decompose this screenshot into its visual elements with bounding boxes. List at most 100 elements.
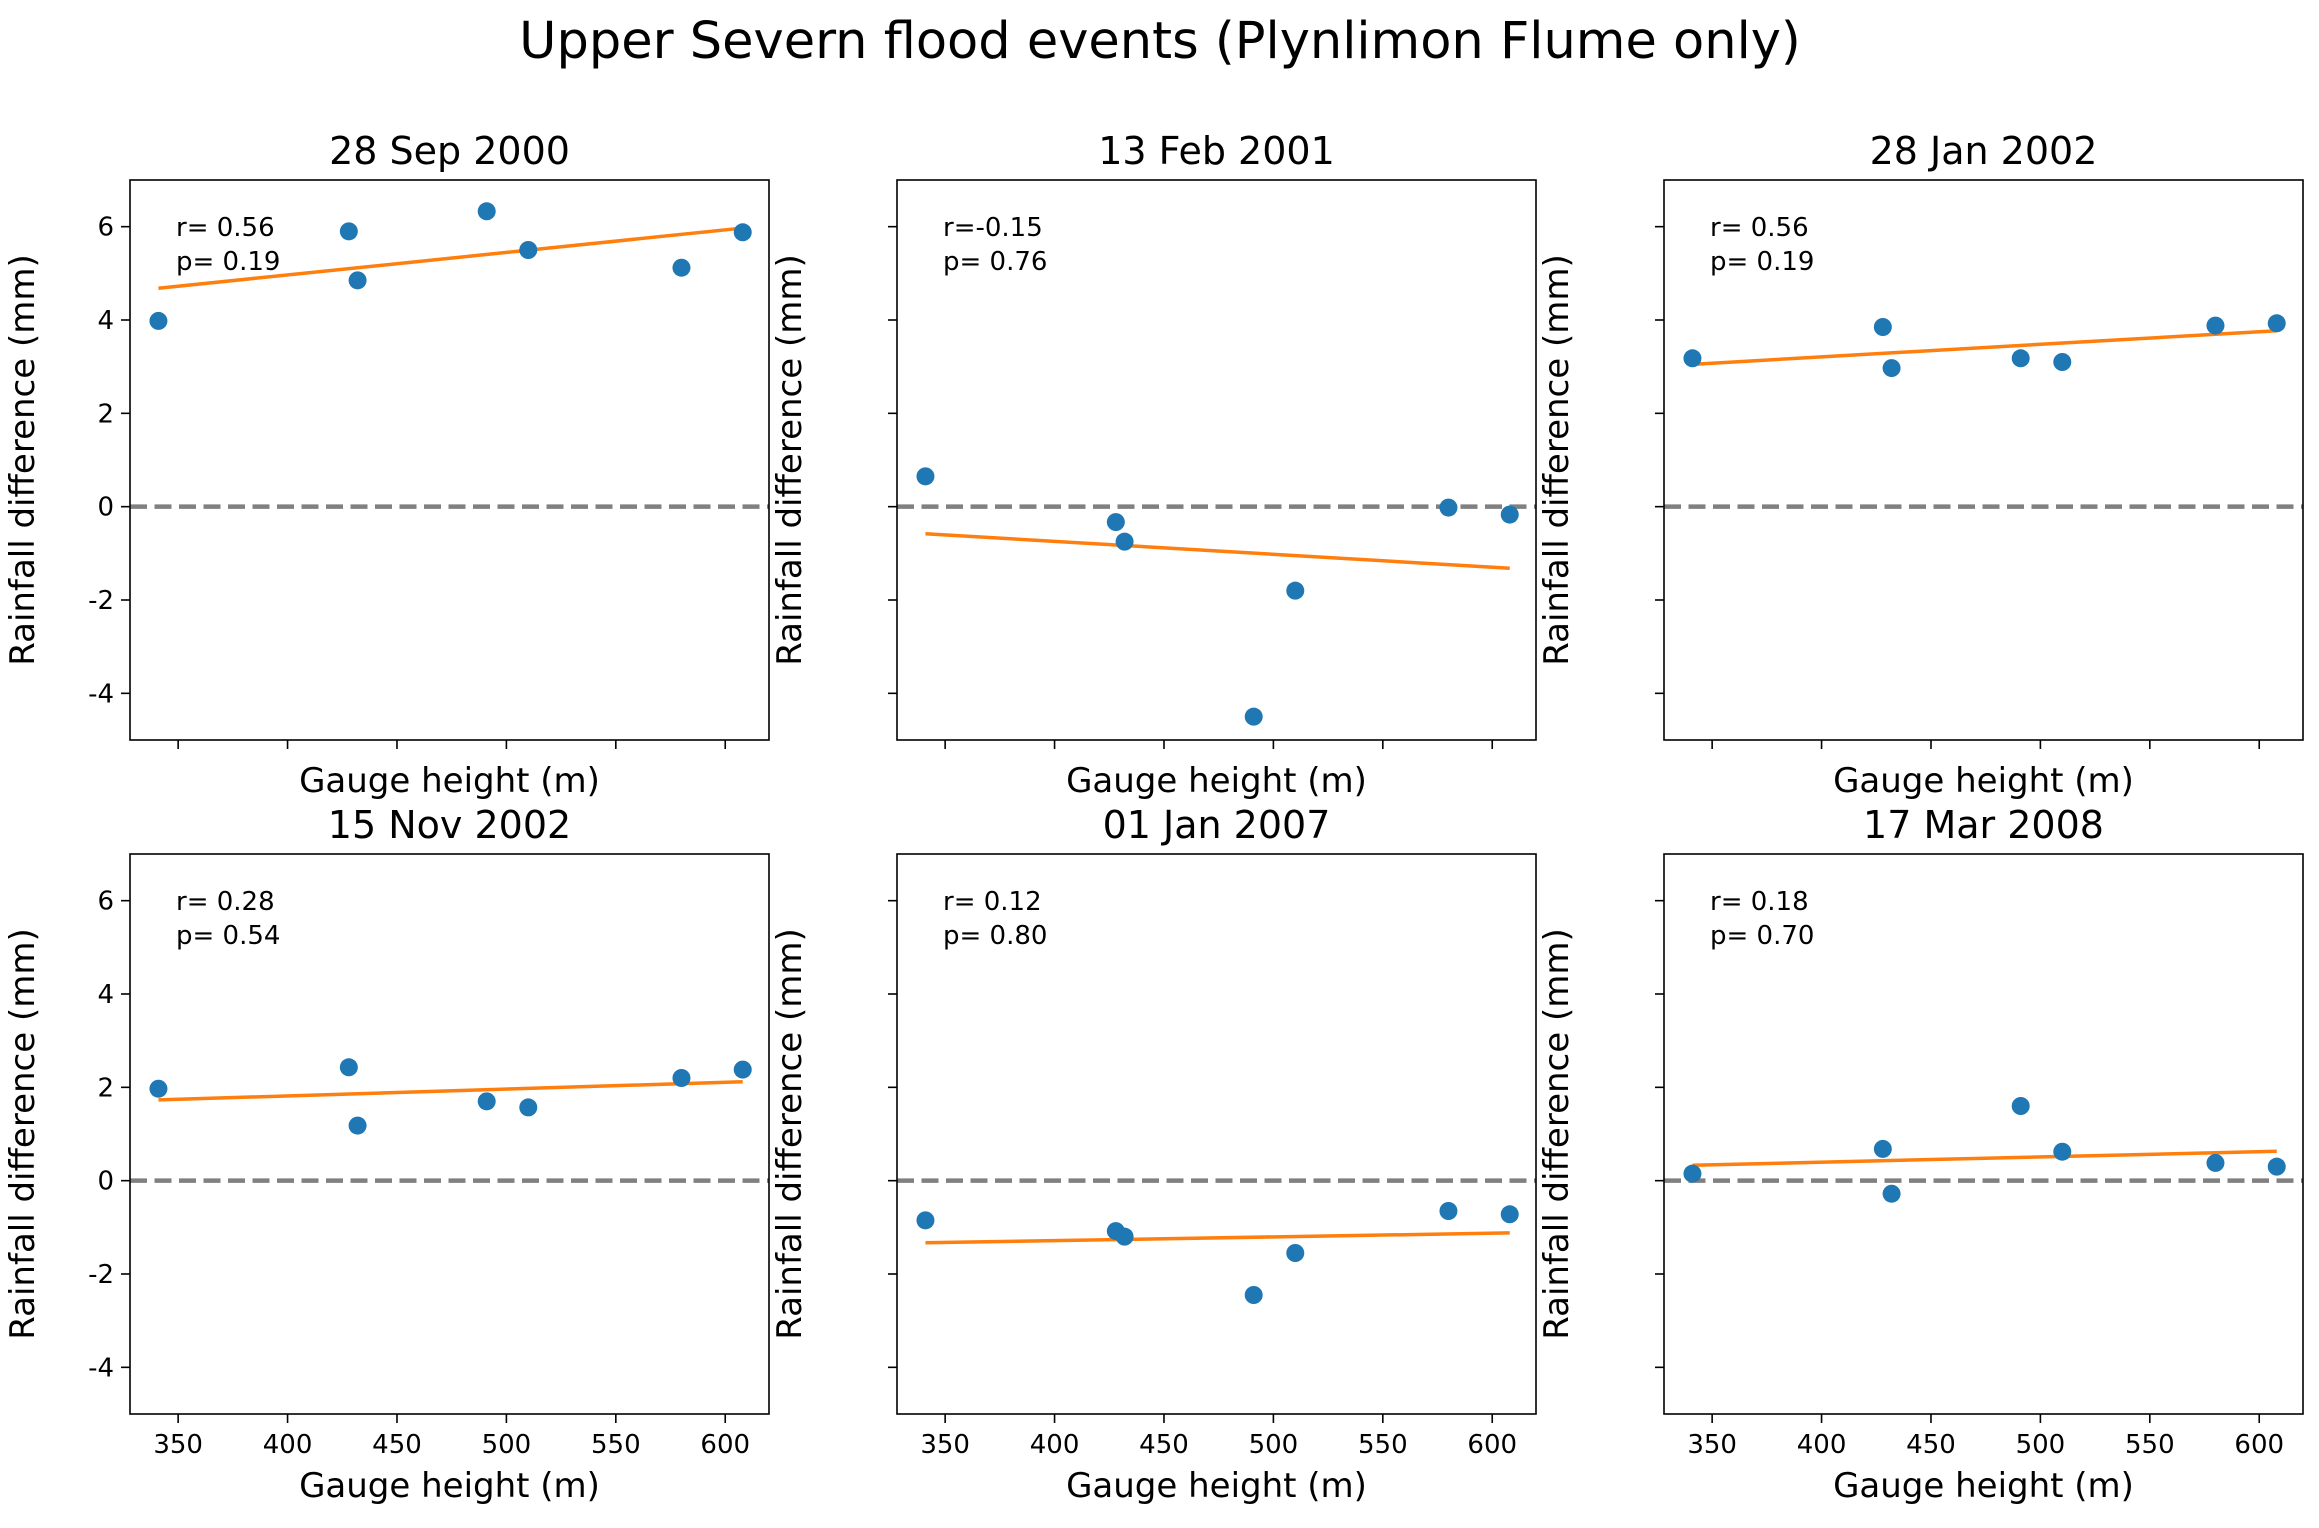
x-axis-label: Gauge height (m) [1833,1466,2134,1506]
subplot: 01 Jan 2007 350 400 450 500 550 600 Gauge heigh… [770,803,1537,1506]
data-point [2011,1097,2030,1115]
x-tick-label: 500 [1249,1430,1299,1460]
y-axis-label: Rainfall difference (mm) [1537,254,1577,665]
y-axis-label: Rainfall difference (mm) [1537,928,1577,1339]
data-point [2011,349,2030,368]
data-point [916,467,935,486]
subplot-title: 28 Sep 2000 [329,129,570,173]
y-axis-label: Rainfall difference (mm) [770,928,810,1339]
y-tick-label: 2 [97,1073,114,1103]
y-tick-label: 4 [97,306,114,336]
regression-line [1692,1149,2277,1168]
data-point [916,1211,935,1230]
subplot-title: 13 Feb 2001 [1098,129,1335,173]
x-tick-label: 450 [1139,1430,1189,1460]
axes-frame [129,853,770,1415]
regression-line [925,531,1510,571]
correlation-p-text: p= 0.19 [1710,247,1814,277]
x-tick-label: 350 [920,1430,970,1460]
data-point [149,1079,168,1098]
data-point [339,222,358,241]
y-axis-label: Rainfall difference (mm) [770,254,810,665]
x-axis-label: Gauge height (m) [1833,761,2134,801]
figure-suptitle: Upper Severn flood events (Plynlimon Flu… [519,12,1801,71]
correlation-r-text: r= 0.28 [176,887,275,917]
data-point [1882,1184,1901,1203]
x-axis-label: Gauge height (m) [1066,761,1367,801]
data-point [672,258,691,277]
correlation-p-text: p= 0.76 [943,247,1047,277]
x-tick-label: 600 [700,1430,750,1460]
data-point [1286,581,1305,600]
data-point [477,1092,496,1111]
data-point [1439,498,1458,517]
x-axis-label: Gauge height (m) [299,761,600,801]
data-point [339,1058,358,1077]
x-tick-label: 500 [482,1430,532,1460]
x-tick-label: 400 [263,1430,313,1460]
data-point [2206,1153,2225,1172]
x-tick-label: 600 [1467,1430,1517,1460]
subplot: 15 Nov 2002 350 400 450 500 550 600 -4 -2 0 2 4 6 Gau… [3,803,770,1506]
regression-line [158,1079,743,1102]
data-point [733,1060,752,1079]
correlation-r-text: r= 0.18 [1710,887,1809,917]
x-tick-label: 550 [2125,1430,2175,1460]
subplot: 28 Jan 2002 Gauge height (m) Rainfall diff… [1537,129,2304,801]
data-point [477,202,496,221]
axes-frame [129,179,770,741]
subplot: 13 Feb 2001 Gauge height (m) Rainfall diff… [770,129,1537,801]
data-point [1500,1205,1519,1224]
data-point [1500,505,1519,524]
subplot-title: 01 Jan 2007 [1103,803,1331,847]
data-point [1244,1286,1263,1304]
axes-frame [1663,853,2304,1415]
y-tick-label: -4 [88,1353,114,1383]
correlation-p-text: p= 0.70 [1710,921,1814,951]
data-point [1115,1227,1134,1246]
y-tick-label: 6 [97,213,114,243]
x-axis-label: Gauge height (m) [1066,1466,1367,1506]
x-tick-label: 550 [591,1430,641,1460]
y-tick-label: -2 [88,586,114,616]
correlation-r-text: r= 0.56 [1710,213,1809,243]
data-point [1882,359,1901,378]
data-point [1683,349,1702,368]
y-tick-label: -2 [88,1260,114,1290]
correlation-p-text: p= 0.19 [176,247,280,277]
data-point [1244,707,1263,726]
axes-frame [896,853,1537,1415]
subplot-title: 17 Mar 2008 [1863,803,2104,847]
y-tick-label: 6 [97,887,114,917]
data-point [2053,1142,2072,1161]
y-axis-label: Rainfall difference (mm) [3,254,43,665]
data-point [348,1116,367,1135]
data-point [519,241,538,259]
axes-frame [1663,179,2304,741]
correlation-r-text: r= 0.56 [176,213,275,243]
x-tick-label: 400 [1030,1430,1080,1460]
x-axis-label: Gauge height (m) [299,1466,600,1506]
subplot: 28 Sep 2000 -4 -2 0 2 4 6 Gauge height (m) Rainf… [3,129,770,801]
y-axis-label: Rainfall difference (mm) [3,928,43,1339]
data-point [2206,316,2225,335]
y-tick-label: 0 [97,493,114,523]
x-tick-label: 350 [1687,1430,1737,1460]
axes-frame [896,179,1537,741]
x-tick-label: 400 [1797,1430,1847,1460]
x-tick-label: 550 [1358,1430,1408,1460]
data-point [149,311,168,330]
regression-line [158,226,743,291]
x-tick-label: 450 [1906,1430,1956,1460]
x-tick-label: 600 [2234,1430,2284,1460]
x-tick-label: 500 [2016,1430,2066,1460]
y-tick-label: 0 [97,1167,114,1197]
data-point [1683,1164,1702,1183]
data-point [1873,1139,1892,1158]
data-point [2267,314,2286,333]
y-tick-label: 2 [97,399,114,429]
correlation-r-text: r= 0.12 [943,887,1042,917]
regression-line [1692,328,2277,367]
